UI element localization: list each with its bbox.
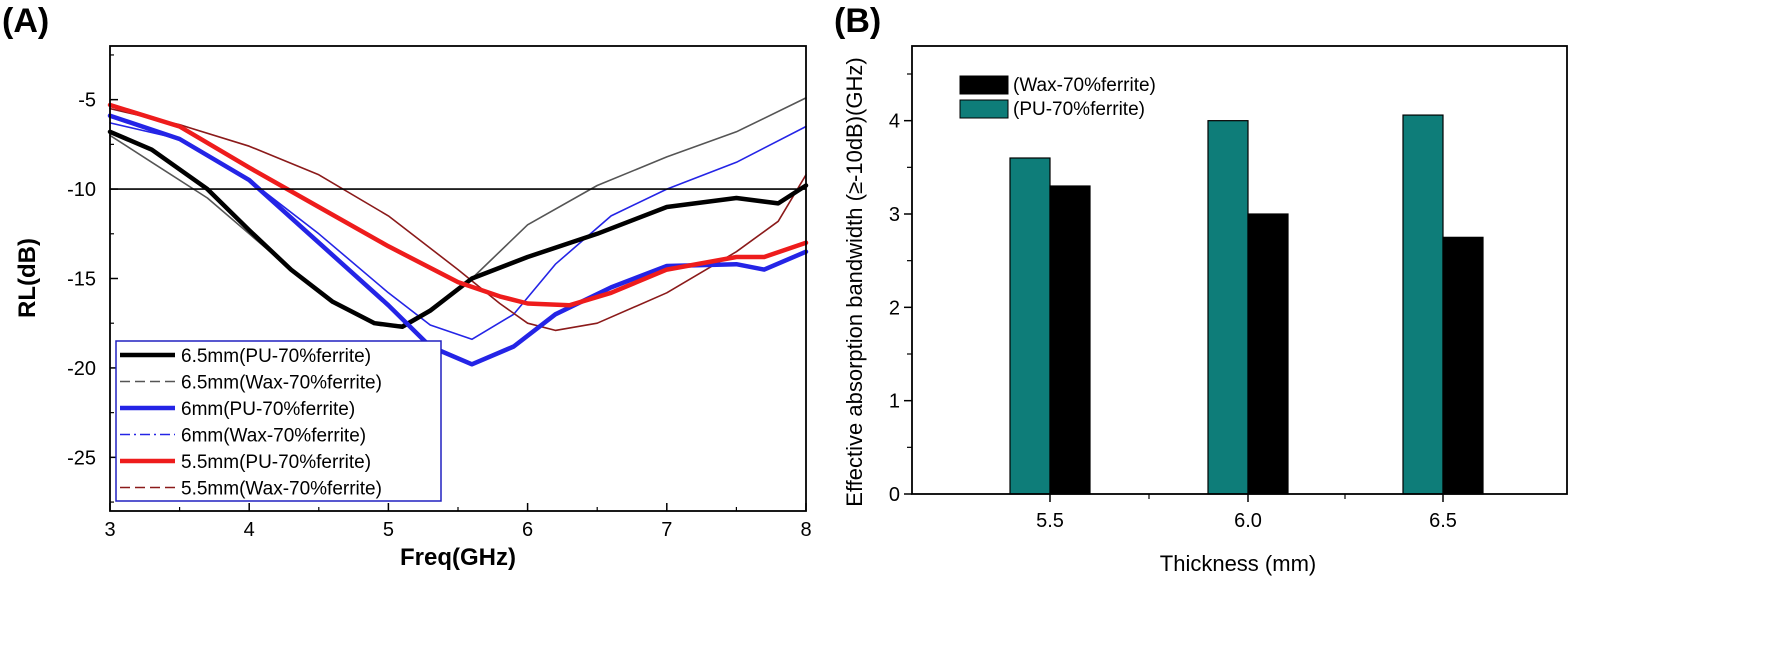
y-tick-label: -20 bbox=[67, 358, 96, 380]
legend-label-5-5mm-wax-70-ferrite: 5.5mm(Wax-70%ferrite) bbox=[181, 479, 382, 500]
legend-swatch-pu-70-ferrite bbox=[959, 99, 1009, 119]
x-tick-label: 6.5 bbox=[1429, 510, 1457, 532]
panel-a-legend-box bbox=[115, 340, 442, 502]
x-tick-label: 7 bbox=[661, 519, 672, 541]
x-tick-label: 3 bbox=[104, 519, 115, 541]
series-line-6-5mm-pu-70-ferrite bbox=[107, 129, 809, 330]
panel-a-y-axis-title: RL(dB) bbox=[14, 238, 41, 318]
panel-a-y-axis: -5 -10 -15 -20 -25 bbox=[67, 54, 118, 503]
panel-b-label: (B) bbox=[834, 2, 881, 40]
panel-b-bar-group bbox=[1009, 114, 1484, 495]
panel-b: (B) 5.5 6.0 6.5 0 1 2 3 4 Thickness (mm) Effec… bbox=[834, 2, 1568, 576]
y-tick-label: 2 bbox=[889, 297, 900, 319]
legend-swatch-wax-70-ferrite bbox=[959, 75, 1009, 95]
y-tick-label: -10 bbox=[67, 179, 96, 201]
panel-a-label: (A) bbox=[2, 2, 49, 40]
legend-label-pu-70-ferrite: (PU-70%ferrite) bbox=[1013, 99, 1145, 120]
panel-b-x-axis: 5.5 6.0 6.5 bbox=[1036, 494, 1457, 532]
panel-a-x-axis: 3 4 5 6 7 8 bbox=[104, 503, 812, 541]
y-tick-label: -25 bbox=[67, 447, 96, 469]
panel-b-y-axis: 0 1 2 3 4 bbox=[889, 73, 912, 506]
series-line-5-5mm-pu-70-ferrite bbox=[107, 102, 809, 308]
panel-b-y-axis-title: Effective absorption bandwidth (≥-10dB)(… bbox=[842, 57, 867, 506]
y-tick-label: -15 bbox=[67, 269, 96, 291]
legend-label-6-5mm-pu-70-ferrite: 6.5mm(PU-70%ferrite) bbox=[181, 346, 371, 367]
bar-wax-6-0 bbox=[1247, 213, 1289, 495]
x-tick-label: 6 bbox=[522, 519, 533, 541]
panel-a-legend: 6.5mm(PU-70%ferrite) 6.5mm(Wax-70%ferrite… bbox=[115, 340, 442, 502]
bar-pu-6-0 bbox=[1207, 120, 1249, 495]
legend-label-6mm-wax-70-ferrite: 6mm(Wax-70%ferrite) bbox=[181, 426, 366, 447]
y-tick-label: 0 bbox=[889, 484, 900, 506]
bar-wax-6-5 bbox=[1442, 236, 1484, 495]
bar-pu-5-5 bbox=[1009, 157, 1051, 495]
legend-label-6-5mm-wax-70-ferrite: 6.5mm(Wax-70%ferrite) bbox=[181, 373, 382, 394]
y-tick-label: 4 bbox=[889, 111, 900, 133]
x-tick-label: 6.0 bbox=[1234, 510, 1262, 532]
y-tick-label: 1 bbox=[889, 391, 900, 413]
x-tick-label: 5.5 bbox=[1036, 510, 1064, 532]
panel-a-series-group bbox=[107, 97, 809, 367]
series-line-5-5mm-wax-70-ferrite bbox=[109, 107, 807, 332]
legend-label-6mm-pu-70-ferrite: 6mm(PU-70%ferrite) bbox=[181, 399, 355, 420]
x-tick-label: 5 bbox=[383, 519, 394, 541]
y-tick-label: -5 bbox=[78, 90, 96, 112]
panel-a: (A) 3 4 5 6 7 8 -5 -10 -15 -20 -25 Freq(GHz) RL(d… bbox=[2, 2, 812, 571]
panel-a-x-axis-title: Freq(GHz) bbox=[400, 544, 516, 571]
panel-b-x-axis-title: Thickness (mm) bbox=[1160, 551, 1316, 576]
y-tick-label: 3 bbox=[889, 204, 900, 226]
legend-label-5-5mm-pu-70-ferrite: 5.5mm(PU-70%ferrite) bbox=[181, 452, 371, 473]
bar-wax-5-5 bbox=[1049, 185, 1091, 495]
x-tick-label: 4 bbox=[244, 519, 255, 541]
series-line-6mm-wax-70-ferrite bbox=[109, 122, 807, 341]
legend-label-wax-70-ferrite: (Wax-70%ferrite) bbox=[1013, 75, 1156, 96]
series-line-6mm-pu-70-ferrite bbox=[107, 113, 809, 367]
x-tick-label: 8 bbox=[800, 519, 811, 541]
panel-b-legend: (Wax-70%ferrite) (PU-70%ferrite) bbox=[959, 75, 1156, 120]
panel-b-plot-frame bbox=[911, 45, 1568, 495]
bar-pu-6-5 bbox=[1402, 114, 1444, 495]
